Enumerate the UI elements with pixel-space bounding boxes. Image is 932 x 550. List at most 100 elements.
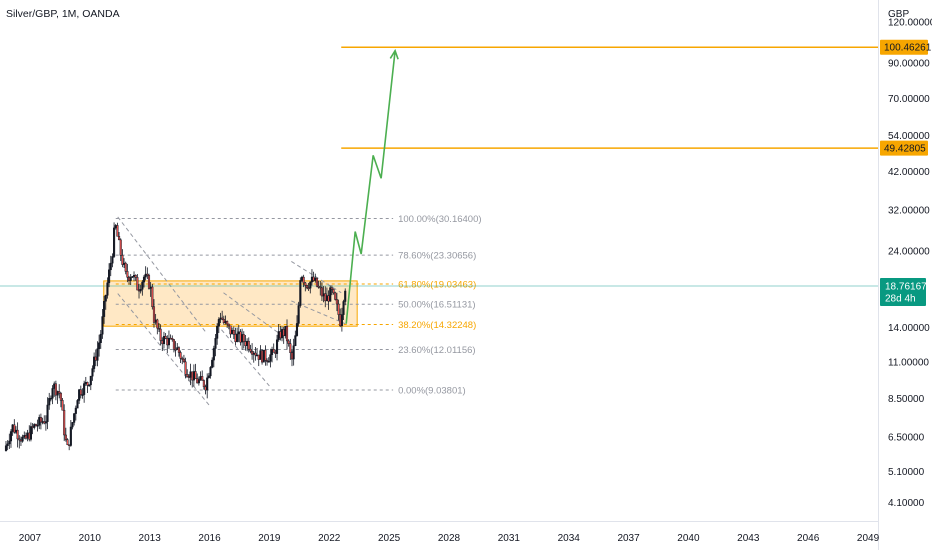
candle-body: [191, 371, 194, 381]
candle-body: [48, 398, 51, 406]
fib-level-label: 61.80%(19.03463): [398, 279, 476, 290]
candle-body: [325, 295, 328, 302]
candles-layer: [4, 222, 347, 452]
candle-body: [119, 239, 122, 256]
candle-body: [234, 334, 237, 342]
time-axis[interactable]: 2007 2010 2013 2016 2019 2022 2025 2028 2031 2034…: [19, 533, 880, 544]
candle-body: [39, 417, 42, 423]
candle-body: [221, 317, 224, 320]
candle-body: [144, 273, 147, 278]
candle-body: [334, 292, 337, 300]
candle-body: [302, 276, 305, 284]
time-tick-label: 2019: [258, 533, 281, 544]
fib-zone-layer: [103, 280, 358, 327]
candle-body: [212, 348, 215, 361]
candle-body: [274, 352, 277, 354]
price-tick-label: 24.00000: [888, 246, 930, 257]
candle-body: [207, 375, 210, 379]
candle-body: [231, 330, 234, 335]
price-tick-label: 5.10000: [888, 467, 925, 478]
candle-body: [290, 352, 294, 360]
candle-body: [232, 330, 235, 335]
candle-body: [214, 338, 217, 349]
candle-body: [31, 426, 34, 428]
candle-body: [124, 262, 127, 272]
candle-body: [266, 360, 269, 362]
candle-body: [96, 348, 99, 361]
candle-body: [270, 349, 274, 355]
candle-body: [186, 374, 189, 377]
candle-body: [344, 290, 347, 302]
candle-body: [337, 303, 340, 315]
candle-body: [94, 356, 97, 361]
candle-body: [91, 368, 94, 377]
candle-body: [314, 277, 317, 281]
candle-body: [187, 376, 190, 378]
candle-body: [241, 334, 244, 343]
candle-body: [6, 443, 9, 446]
time-tick-label: 2049: [857, 533, 880, 544]
target-price-tag-label: 49.42805: [884, 144, 926, 155]
time-tick-label: 2025: [378, 533, 401, 544]
chart-title: Silver/GBP, 1M, OANDA: [6, 8, 120, 20]
candle-body: [257, 354, 260, 360]
price-tick-label: 4.10000: [888, 498, 925, 509]
candle-body: [89, 375, 92, 386]
price-tick-label: 120.00000: [888, 17, 932, 28]
candle-body: [169, 337, 172, 340]
price-axis[interactable]: 120.00000 90.00000 70.00000 54.00000 42.0000…: [888, 17, 932, 509]
candle-body: [156, 319, 159, 329]
candle-body: [211, 359, 214, 368]
candle-body: [46, 404, 49, 422]
candle-body: [269, 354, 272, 362]
candle-body: [329, 287, 332, 302]
fib-level-label: 50.00%(16.51131): [398, 300, 475, 311]
channel-line-lower: [117, 293, 210, 406]
candle-body: [101, 316, 104, 335]
candle-body: [261, 350, 264, 363]
candle-body: [41, 421, 44, 423]
candle-body: [68, 444, 71, 446]
candle-body: [222, 319, 225, 324]
candle-body: [256, 354, 259, 357]
candle-body: [104, 295, 107, 302]
current-price-label: 18.76167: [885, 282, 927, 293]
candle-body: [182, 358, 185, 363]
time-tick-label: 2016: [198, 533, 221, 544]
candle-body: [236, 333, 239, 342]
candle-body: [71, 422, 74, 428]
price-tick-label: 70.00000: [888, 94, 930, 105]
candle-body: [43, 421, 46, 424]
candle-body: [21, 436, 24, 442]
candle-body: [307, 287, 310, 290]
candle-body: [131, 276, 134, 278]
candle-body: [172, 339, 175, 350]
candle-body: [73, 413, 76, 423]
candle-body: [69, 426, 72, 446]
candle-body: [254, 352, 257, 356]
time-tick-label: 2046: [797, 533, 820, 544]
candle-body: [237, 331, 240, 335]
candle-body: [166, 338, 169, 346]
candle-body: [99, 333, 102, 344]
candle-body: [141, 281, 144, 290]
candle-body: [224, 321, 227, 324]
candle-body: [103, 300, 106, 317]
price-tick-label: 54.00000: [888, 131, 930, 142]
candle-body: [26, 432, 29, 439]
candle-body: [4, 445, 8, 451]
price-tick-label: 14.00000: [888, 323, 930, 334]
candle-body: [227, 323, 230, 327]
target-price-tag: [880, 39, 928, 55]
candle-body: [49, 397, 52, 400]
candle-body: [132, 274, 136, 277]
price-tick-label: 11.00000: [888, 358, 929, 369]
candle-body: [174, 349, 177, 351]
candle-body: [136, 277, 139, 291]
candle-body: [159, 328, 162, 341]
candle-body: [244, 341, 247, 346]
candle-body: [315, 277, 318, 287]
time-tick-label: 2022: [318, 533, 341, 544]
candle-body: [252, 352, 255, 355]
